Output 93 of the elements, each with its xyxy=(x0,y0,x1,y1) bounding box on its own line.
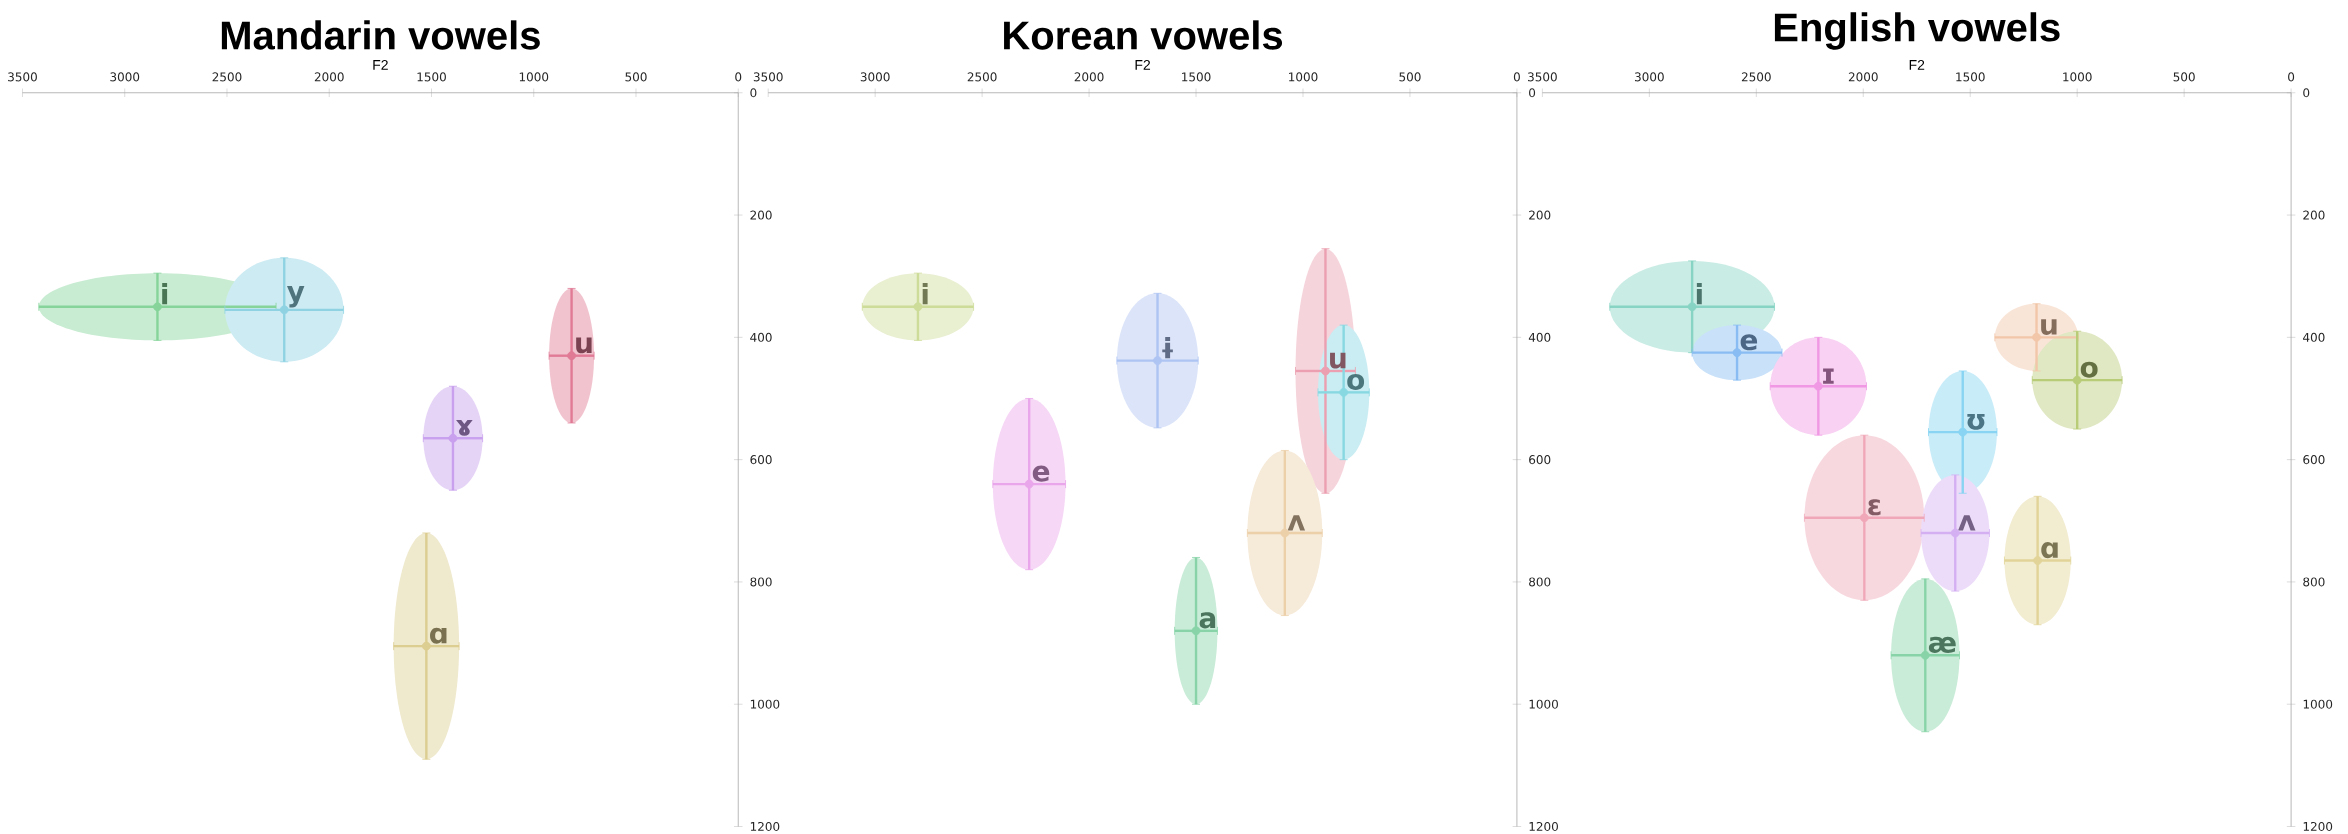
x-tick-label: 1000 xyxy=(2063,72,2092,82)
series-label: u xyxy=(2041,319,2057,335)
point xyxy=(1687,302,1697,312)
point xyxy=(1191,626,1201,636)
series-label: ɨ xyxy=(1162,336,1173,359)
x-tick-label: 0 xyxy=(735,72,742,82)
series-label: ɛ xyxy=(1868,499,1881,516)
x-tick-label: 3000 xyxy=(860,72,890,82)
point xyxy=(279,305,289,315)
series-label: æ xyxy=(1928,636,1956,653)
point xyxy=(1859,513,1869,523)
y-tick-label: 1200 xyxy=(2303,821,2333,832)
x-tick-label: 500 xyxy=(625,72,647,82)
y-tick-label: 200 xyxy=(1529,210,1551,220)
x-tick-label: 1000 xyxy=(519,72,549,82)
x-tick-label: 0 xyxy=(1513,72,1520,82)
x-tick-label: 500 xyxy=(1399,72,1421,82)
series-label: o xyxy=(1347,373,1365,390)
point xyxy=(913,302,923,312)
point xyxy=(1321,366,1330,376)
series-label: ɑ xyxy=(430,627,447,644)
y-tick-label: 0 xyxy=(1529,88,1536,98)
x-tick-label: 1500 xyxy=(1182,72,1211,82)
series-label: u xyxy=(576,337,592,354)
point xyxy=(2032,332,2041,342)
point xyxy=(1920,650,1930,660)
y-tick-label: 200 xyxy=(2303,210,2325,220)
series-label: ɪ xyxy=(1823,368,1834,384)
y-tick-label: 200 xyxy=(750,210,772,220)
series-label: ɑ xyxy=(2041,542,2058,559)
y-tick-label: 0 xyxy=(2303,88,2310,98)
x-tick-label: 0 xyxy=(2288,72,2295,82)
x-axis-title: F2 xyxy=(1909,59,1925,70)
point xyxy=(153,302,162,312)
y-tick-label: 1200 xyxy=(750,821,780,832)
series-label: ɤ xyxy=(456,419,473,436)
series-label: ʊ xyxy=(1967,414,1985,430)
x-tick-label: 2000 xyxy=(1074,72,1104,82)
series-label: i xyxy=(922,283,928,305)
series-label: u xyxy=(1330,352,1346,369)
series-label: o xyxy=(2080,361,2098,378)
point xyxy=(567,351,576,361)
point xyxy=(421,641,431,651)
y-tick-label: 800 xyxy=(2303,577,2325,587)
x-tick-label: 1000 xyxy=(1289,72,1318,82)
point xyxy=(1024,479,1034,489)
x-tick-label: 1500 xyxy=(1956,72,1985,82)
point xyxy=(1153,356,1162,365)
point xyxy=(448,433,458,443)
y-tick-label: 800 xyxy=(1529,577,1551,587)
y-tick-label: 400 xyxy=(1528,332,1551,342)
y-tick-label: 1000 xyxy=(1529,699,1558,709)
y-tick-label: 800 xyxy=(750,577,772,587)
x-tick-label: 2500 xyxy=(1741,72,1771,82)
point xyxy=(1958,427,1968,437)
series-label: e xyxy=(1032,465,1050,482)
chart-title: Korean vowels xyxy=(1004,20,1283,50)
x-tick-label: 2000 xyxy=(314,72,344,82)
y-tick-label: 400 xyxy=(2303,332,2325,342)
x-tick-label: 3000 xyxy=(110,72,140,82)
series-label: i xyxy=(1696,283,1702,305)
x-tick-label: 3500 xyxy=(753,72,783,82)
y-tick-label: 1000 xyxy=(2303,699,2333,709)
point xyxy=(1732,348,1742,358)
series-label: a xyxy=(1199,612,1216,629)
series-label: i xyxy=(162,283,168,305)
x-tick-label: 3000 xyxy=(1634,72,1664,82)
series-label: ʌ xyxy=(1958,515,1976,531)
x-tick-label: 2000 xyxy=(1848,72,1878,82)
x-tick-label: 2500 xyxy=(967,72,997,82)
y-tick-label: 1000 xyxy=(750,699,780,709)
y-tick-label: 0 xyxy=(750,88,757,98)
point xyxy=(1280,528,1290,538)
series-label: e xyxy=(1740,334,1758,351)
y-tick-label: 600 xyxy=(2303,455,2325,465)
x-tick-label: 3500 xyxy=(8,72,37,82)
series-label: ʌ xyxy=(1287,515,1306,531)
x-axis-title: F2 xyxy=(1135,59,1151,70)
x-tick-label: 1500 xyxy=(417,72,446,82)
y-tick-label: 600 xyxy=(750,455,772,465)
x-axis-title: F2 xyxy=(373,59,388,70)
chart-title: English vowels xyxy=(1774,12,2060,50)
x-tick-label: 3500 xyxy=(1528,72,1557,82)
y-tick-label: 400 xyxy=(750,332,772,342)
point xyxy=(1339,387,1349,397)
point xyxy=(2033,556,2042,565)
y-tick-label: 1200 xyxy=(1529,821,1558,832)
y-tick-label: 600 xyxy=(1529,455,1551,465)
point xyxy=(1950,528,1960,538)
x-tick-label: 500 xyxy=(2173,72,2195,82)
x-tick-label: 2500 xyxy=(212,72,242,82)
chart-title: Mandarin vowels xyxy=(221,20,540,50)
series-label: y xyxy=(286,286,305,308)
